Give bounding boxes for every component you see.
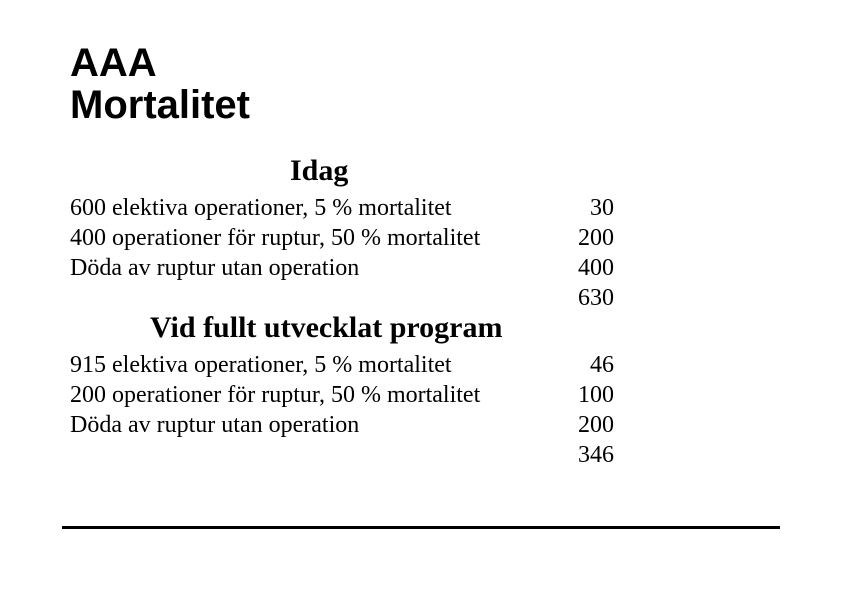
value: 630 [562, 283, 614, 313]
title-line-1: AAA [70, 41, 157, 85]
value: 346 [562, 440, 614, 470]
slide: AAA Mortalitet Idag 600 elektiva operati… [0, 0, 842, 595]
value: 200 [562, 410, 614, 440]
horizontal-rule [62, 526, 780, 529]
value: 200 [562, 223, 614, 253]
section-program-block: 915 elektiva operationer, 5 % mortalitet… [70, 350, 630, 440]
body-line: 400 operationer för ruptur, 50 % mortali… [70, 223, 630, 253]
body-line: Döda av ruptur utan operation [70, 410, 630, 440]
value: 100 [562, 380, 614, 410]
title-line-2: Mortalitet [70, 83, 250, 127]
section-program-values: 46 100 200 346 [562, 350, 614, 470]
section-heading-program: Vid fullt utvecklat program [150, 311, 772, 344]
body-line: 200 operationer för ruptur, 50 % mortali… [70, 380, 630, 410]
slide-title: AAA Mortalitet [70, 42, 772, 126]
section-idag-block: 600 elektiva operationer, 5 % mortalitet… [70, 193, 630, 283]
body-line: Döda av ruptur utan operation [70, 253, 630, 283]
body-line: 915 elektiva operationer, 5 % mortalitet [70, 350, 630, 380]
value: 30 [562, 193, 614, 223]
section-idag-values: 30 200 400 630 [562, 193, 614, 313]
value: 400 [562, 253, 614, 283]
section-heading-idag: Idag [290, 154, 772, 187]
body-line: 600 elektiva operationer, 5 % mortalitet [70, 193, 630, 223]
value: 46 [562, 350, 614, 380]
